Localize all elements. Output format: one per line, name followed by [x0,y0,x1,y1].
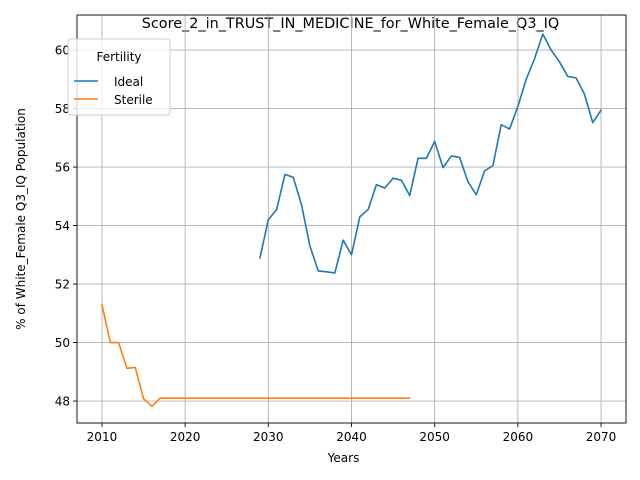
y-axis-label: % of White_Female Q3_IQ Population [14,108,28,330]
y-tick-label: 54 [55,219,70,233]
legend-title: Fertility [96,50,141,64]
y-tick-label: 58 [55,102,70,116]
y-axis: 48 50 52 54 56 58 60 [55,44,77,409]
x-tick-label: 2030 [253,430,284,444]
x-tick-label: 2060 [503,430,534,444]
y-tick-label: 48 [55,395,70,409]
series-line-ideal [259,33,603,274]
x-tick-label: 2010 [87,430,118,444]
grid [77,15,626,423]
x-axis: 2010 2020 2030 2040 2050 2060 2070 [87,423,617,444]
x-axis-label: Years [327,451,360,465]
legend: Fertility Ideal Sterile [67,38,171,116]
chart-title: Score_2_in_TRUST_IN_MEDICINE_for_White_F… [142,16,560,32]
series-lines [100,33,603,408]
legend-box [67,38,171,116]
legend-label-sterile: Sterile [114,93,153,107]
x-tick-label: 2070 [586,430,617,444]
y-tick-label: 56 [55,161,70,175]
legend-label-ideal: Ideal [114,75,143,89]
y-tick-label: 50 [55,336,70,350]
x-tick-label: 2040 [336,430,367,444]
y-tick-label: 60 [55,44,70,58]
series-line-sterile [100,303,411,408]
y-tick-label: 52 [55,278,70,292]
x-tick-label: 2050 [419,430,450,444]
x-tick-label: 2020 [170,430,201,444]
